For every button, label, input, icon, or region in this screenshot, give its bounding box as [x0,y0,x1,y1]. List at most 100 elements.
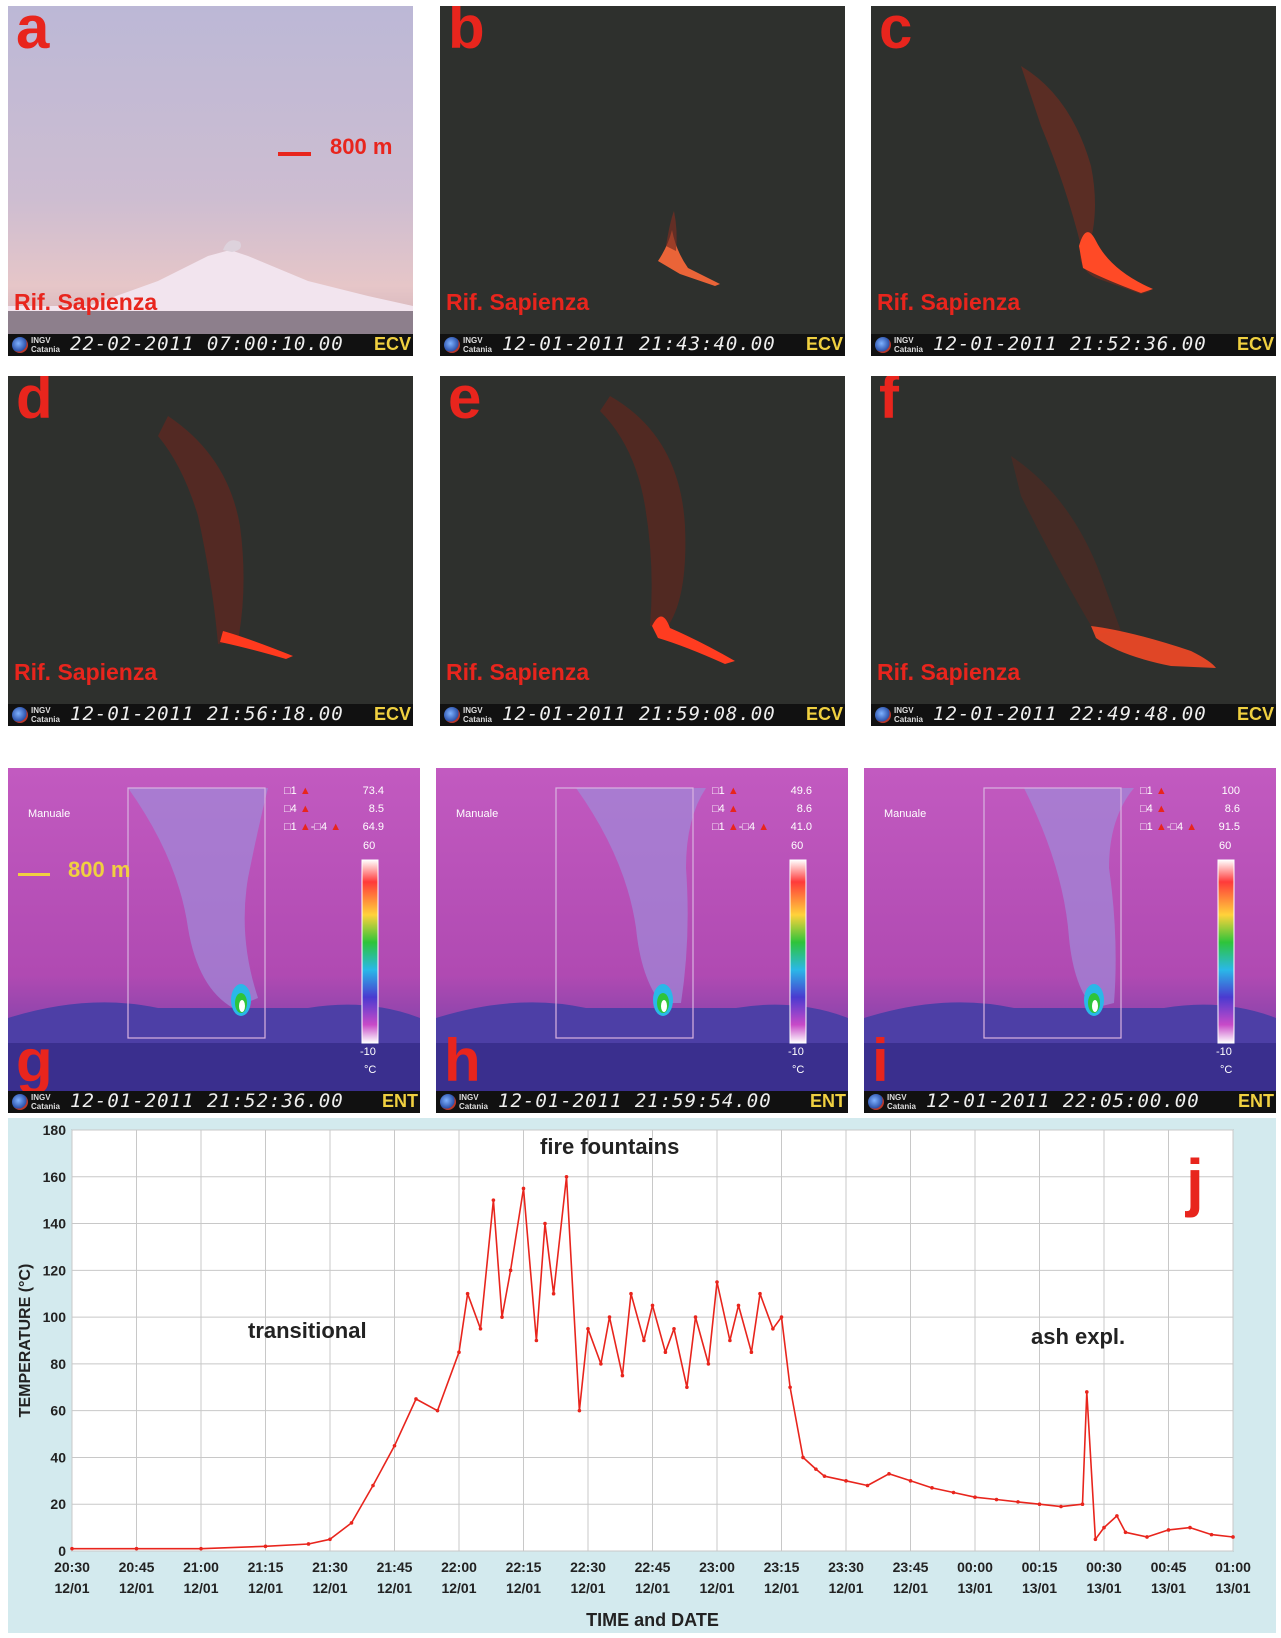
colorbar-max: 60 [363,840,376,852]
org-label: INGV Catania [894,336,923,354]
annotation-transitional: transitional [248,1318,367,1343]
x-tick-date: 12/01 [635,1580,670,1596]
timestamp: 22-02-2011 07:00:10.00 [70,333,344,355]
x-tick-date: 13/01 [1151,1580,1186,1596]
y-tick-label: 0 [58,1543,66,1559]
location-label: Rif. Sapienza [877,289,1021,315]
photo-panel-f: f Rif. Sapienza INGV Catania 12-01-2011 22… [871,376,1276,726]
x-tick-time: 23:45 [893,1559,929,1575]
colorbar-min: -10 [788,1046,804,1058]
data-point [1102,1525,1106,1530]
thermal-panel-h: h Manuale □1 ▲ 49.6 □4 ▲ 8.6 □1 ▲-□4 ▲ 41.0… [436,768,848,1113]
data-point [491,1198,496,1202]
panel-letter: j [1185,1146,1204,1218]
timestamp: 12-01-2011 22:49:48.00 [933,703,1207,725]
data-point [457,1350,461,1354]
x-tick-time: 23:00 [699,1559,735,1575]
data-point [577,1408,582,1413]
ingv-logo-icon [12,337,28,353]
panel-letter: d [16,376,53,431]
data-point [1080,1502,1085,1507]
data-point [1166,1528,1171,1532]
x-tick-time: 23:15 [764,1559,800,1575]
data-point [263,1544,268,1549]
data-point [392,1443,397,1448]
ingv-logo-icon [444,707,460,723]
data-point [521,1186,526,1191]
data-point [134,1546,139,1551]
data-point [1231,1535,1235,1539]
x-tick-time: 20:45 [119,1559,155,1575]
data-point [814,1467,818,1471]
data-point [371,1483,375,1488]
photo-panel-d: d Rif. Sapienza INGV Catania 12-01-2011 21… [8,376,413,726]
mode-label: Manuale [28,808,71,820]
x-tick-date: 13/01 [1022,1580,1057,1596]
timestamp-bar: INGV Catania 12-01-2011 21:52:36.00 ENT [8,1090,420,1113]
x-tick-time: 21:30 [312,1559,348,1575]
timestamp-bar: INGV Catania 12-01-2011 22:05:00.00 ENT [864,1090,1276,1113]
temperature-chart-panel: 0 20 40 60 80 100 120 140 160 180 20:30 12/01 20:45 1… [8,1118,1276,1633]
timestamp-bar: INGV Catania 12-01-2011 21:43:40.00 ECV [440,333,845,356]
data-point [749,1350,754,1354]
x-tick-time: 01:00 [1215,1559,1251,1575]
data-point [328,1537,332,1542]
y-tick-label: 160 [43,1169,67,1185]
x-tick-time: 00:00 [957,1559,993,1575]
annotation-ash-explosion: ash expl. [1031,1324,1125,1349]
thermal-panel-g: g Manuale □1 ▲ 73.4 □4 ▲ 8.5 □1 ▲-□4 ▲ 64.9… [8,768,420,1113]
y-tick-label: 80 [50,1356,66,1372]
data-point [715,1280,719,1284]
data-point [508,1268,513,1273]
camera-id: ECV [1236,334,1274,354]
data-point [728,1338,732,1343]
roi-readout: □1 ▲ 73.4 □4 ▲ 8.5 □1 ▲-□4 ▲ 64.9 [284,785,384,833]
x-axis-label: TIME and DATE [586,1610,719,1630]
photo-panel-e: e Rif. Sapienza INGV Catania 12-01-2011 21… [440,376,845,726]
annotation-fire-fountains: fire fountains [540,1134,679,1159]
data-point [801,1455,805,1460]
data-point [706,1362,711,1366]
data-point [1085,1390,1089,1394]
location-label: Rif. Sapienza [14,289,158,315]
timestamp: 12-01-2011 21:59:08.00 [502,703,776,725]
org-label: INGV Catania [463,336,492,354]
panel-letter: g [16,1027,53,1094]
timestamp-bar: INGV Catania 12-01-2011 21:56:18.00 ECV [8,703,413,726]
timestamp: 12-01-2011 21:56:18.00 [70,703,344,725]
y-tick-label: 140 [43,1216,67,1232]
data-point [865,1483,870,1488]
x-tick-time: 22:45 [635,1559,671,1575]
camera-id: ECV [1236,704,1274,724]
ingv-logo-icon [440,1094,456,1110]
y-tick-label: 180 [43,1122,67,1138]
data-point [1059,1504,1063,1509]
scale-label: 800 m [68,857,131,882]
x-tick-date: 13/01 [1215,1580,1250,1596]
photo-panel-a: a Rif. Sapienza 800 m INGV Catania 22-02-20… [8,6,413,356]
location-label: Rif. Sapienza [14,659,158,685]
data-point [551,1291,556,1296]
data-point [70,1546,74,1551]
data-point [599,1362,603,1366]
data-point [642,1338,646,1343]
x-tick-date: 12/01 [377,1580,412,1596]
ingv-logo-icon [875,337,891,353]
y-tick-label: 60 [50,1403,66,1419]
data-point [306,1542,311,1546]
data-point [629,1291,633,1296]
data-point [349,1521,354,1525]
data-point [779,1315,784,1319]
x-tick-date: 13/01 [1086,1580,1121,1596]
x-tick-date: 12/01 [828,1580,863,1596]
photo-panel-c: c Rif. Sapienza INGV Catania 12-01-2011 21… [871,6,1276,356]
camera-id: ENT [1238,1091,1274,1111]
data-point [478,1327,483,1331]
data-point [586,1327,590,1331]
camera-id: ENT [382,1091,418,1111]
camera-id: ECV [805,334,843,354]
panel-letter: i [872,1027,889,1094]
x-tick-date: 12/01 [248,1580,283,1596]
data-point [908,1479,913,1483]
temperature-series-line [72,1175,1234,1550]
